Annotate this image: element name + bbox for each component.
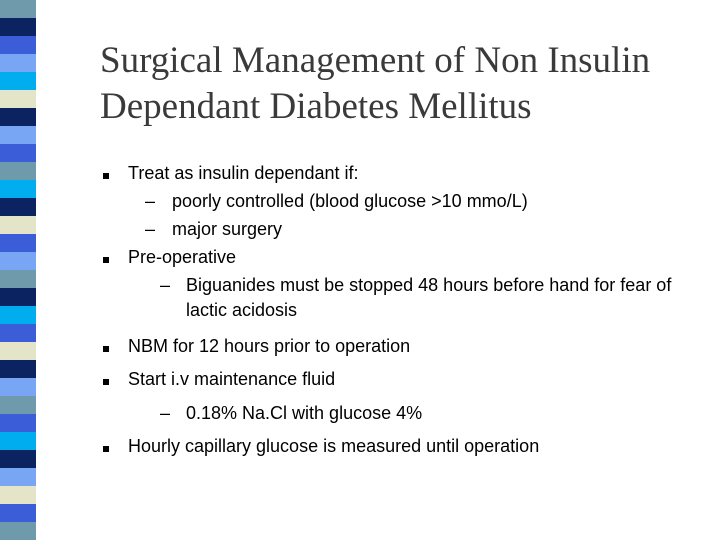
stripe-block: [0, 216, 36, 234]
stripe-block: [0, 162, 36, 180]
decorative-stripe: [0, 0, 36, 540]
stripe-block: [0, 324, 36, 342]
stripe-block: [0, 90, 36, 108]
sub-bullet-text: lactic acidosis: [186, 300, 298, 320]
stripe-block: [0, 108, 36, 126]
stripe-block: [0, 0, 36, 18]
bullet-marker: [103, 173, 109, 179]
stripe-block: [0, 126, 36, 144]
dash-marker: –: [160, 403, 171, 423]
bullet-text: NBM for 12 hours prior to operation: [128, 336, 411, 356]
bullet-text: Treat as insulin dependant if:: [128, 163, 359, 183]
stripe-block: [0, 54, 36, 72]
dash-marker: –: [160, 275, 171, 295]
bullet-marker: [103, 446, 109, 452]
dash-marker: –: [145, 191, 156, 211]
stripe-block: [0, 36, 36, 54]
bullet-marker: [103, 257, 109, 263]
sub-bullet-text: Biguanides must be stopped 48 hours befo…: [186, 275, 672, 295]
stripe-block: [0, 432, 36, 450]
stripe-block: [0, 378, 36, 396]
bullet-marker: [103, 379, 109, 385]
stripe-block: [0, 450, 36, 468]
stripe-block: [0, 198, 36, 216]
slide-title: Surgical Management of Non Insulin Depen…: [100, 38, 710, 130]
stripe-block: [0, 522, 36, 540]
dash-marker: –: [145, 219, 156, 239]
stripe-block: [0, 504, 36, 522]
stripe-block: [0, 288, 36, 306]
bullet-text: Start i.v maintenance fluid: [128, 369, 336, 389]
stripe-block: [0, 72, 36, 90]
stripe-block: [0, 468, 36, 486]
sub-bullet-text: 0.18% Na.Cl with glucose 4%: [186, 403, 423, 423]
stripe-block: [0, 414, 36, 432]
stripe-block: [0, 180, 36, 198]
stripe-block: [0, 360, 36, 378]
stripe-block: [0, 270, 36, 288]
title-line: Dependant Diabetes Mellitus: [100, 86, 532, 127]
sub-bullet-text: major surgery: [172, 219, 283, 239]
stripe-block: [0, 486, 36, 504]
stripe-block: [0, 18, 36, 36]
bullet-text: Hourly capillary glucose is measured unt…: [128, 436, 540, 456]
stripe-block: [0, 144, 36, 162]
stripe-block: [0, 252, 36, 270]
title-line: Surgical Management of Non Insulin: [100, 40, 651, 81]
stripe-block: [0, 306, 36, 324]
stripe-block: [0, 342, 36, 360]
stripe-block: [0, 396, 36, 414]
sub-bullet-text: poorly controlled (blood glucose >10 mmo…: [172, 191, 528, 211]
stripe-block: [0, 234, 36, 252]
bullet-marker: [103, 346, 109, 352]
bullet-text: Pre-operative: [128, 247, 237, 267]
